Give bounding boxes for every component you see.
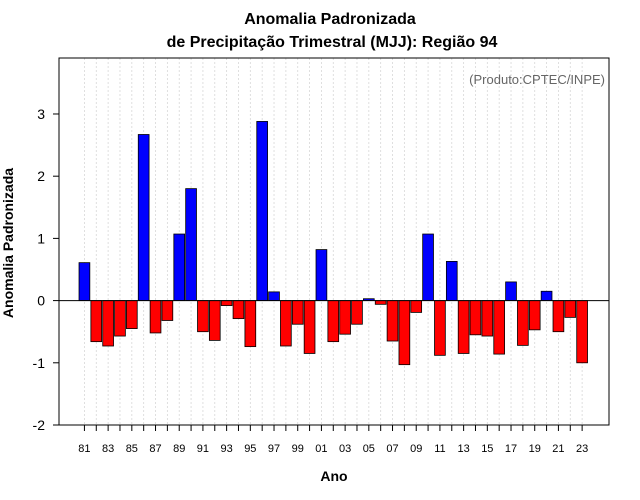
bars bbox=[78, 121, 588, 366]
bar-1993 bbox=[220, 300, 233, 306]
x-tick-label: 13 bbox=[458, 443, 470, 455]
x-tick-label: 01 bbox=[315, 443, 327, 455]
y-tick-label: 3 bbox=[37, 106, 45, 122]
y-tick-label: 1 bbox=[37, 230, 45, 246]
x-tick-label: 89 bbox=[173, 443, 185, 455]
bar-2002 bbox=[327, 300, 340, 343]
bar-2014 bbox=[469, 300, 482, 336]
x-tick-label: 85 bbox=[126, 443, 138, 455]
x-tick-label: 09 bbox=[410, 443, 422, 455]
x-tick-label: 11 bbox=[434, 443, 445, 455]
x-tick-label: 17 bbox=[505, 443, 517, 455]
bar-1984 bbox=[114, 300, 126, 337]
bar-1997 bbox=[268, 291, 280, 301]
bar-2004 bbox=[351, 300, 363, 325]
x-tick-label: 99 bbox=[292, 443, 304, 455]
bar-2008 bbox=[398, 300, 411, 366]
bar-1988 bbox=[161, 300, 174, 321]
y-tick-label: 0 bbox=[37, 293, 45, 309]
bar-2015 bbox=[481, 300, 494, 337]
bar-2000 bbox=[303, 300, 316, 354]
y-axis-label: Anomalia Padronizada bbox=[0, 168, 16, 318]
bar-2011 bbox=[434, 300, 446, 356]
bar-1991 bbox=[197, 300, 209, 333]
y-tick-label: -1 bbox=[33, 355, 46, 371]
x-tick-label: 95 bbox=[244, 443, 256, 455]
y-axis: -2 -1 0 1 2 3 bbox=[33, 106, 59, 433]
bar-1982 bbox=[90, 300, 103, 343]
bar-1999 bbox=[291, 300, 304, 325]
bar-2018 bbox=[517, 300, 529, 346]
bar-2017 bbox=[505, 281, 517, 301]
bar-1983 bbox=[102, 300, 114, 347]
bar-1998 bbox=[280, 300, 292, 347]
x-tick-label: 21 bbox=[552, 443, 564, 455]
bar-2006 bbox=[374, 300, 387, 305]
x-tick-label: 83 bbox=[102, 443, 114, 455]
bar-2009 bbox=[410, 300, 423, 313]
bar-1995 bbox=[244, 300, 257, 348]
credit-text: (Produto:CPTEC/INPE) bbox=[469, 72, 605, 87]
bar-2023 bbox=[576, 300, 588, 364]
bar-1996 bbox=[256, 121, 268, 301]
bar-1987 bbox=[149, 300, 162, 334]
bar-1994 bbox=[232, 300, 245, 320]
bar-2007 bbox=[386, 300, 399, 342]
x-tick-label: 15 bbox=[481, 443, 493, 455]
bar-2003 bbox=[339, 300, 351, 335]
bar-2019 bbox=[528, 300, 541, 331]
x-tick-label: 93 bbox=[221, 443, 233, 455]
bar-2010 bbox=[422, 233, 434, 301]
y-tick-label: 2 bbox=[37, 168, 45, 184]
plot-frame bbox=[58, 57, 610, 426]
x-tick-label: 97 bbox=[268, 443, 280, 455]
x-tick-label: 19 bbox=[529, 443, 541, 455]
bar-2013 bbox=[457, 300, 470, 354]
x-tick-label: 05 bbox=[363, 443, 375, 455]
bar-2001 bbox=[315, 249, 328, 301]
chart-title-line2: de Precipitação Trimestral (MJJ): Região… bbox=[167, 34, 498, 51]
bar-1981 bbox=[78, 262, 91, 301]
bar-1986 bbox=[137, 134, 150, 301]
bar-1989 bbox=[173, 233, 186, 301]
x-tick-label: 03 bbox=[339, 443, 351, 455]
y-tick-label: -2 bbox=[33, 417, 46, 433]
bar-1992 bbox=[208, 300, 221, 341]
bar-2016 bbox=[493, 300, 505, 355]
x-tick-label: 81 bbox=[78, 443, 90, 455]
x-tick-label: 91 bbox=[197, 443, 209, 455]
bar-2020 bbox=[540, 290, 553, 301]
bar-2012 bbox=[445, 261, 458, 301]
bar-1990 bbox=[185, 188, 197, 301]
gridlines bbox=[84, 58, 583, 425]
x-tick-label: 07 bbox=[386, 443, 398, 455]
x-tick-label: 23 bbox=[576, 443, 588, 455]
x-axis-label: Ano bbox=[320, 468, 347, 484]
bar-2022 bbox=[564, 300, 577, 318]
x-tick-label: 87 bbox=[149, 443, 161, 455]
bar-2021 bbox=[552, 300, 565, 333]
x-axis: 81 83 85 87 89 91 93 95 97 99 01 03 05 07 09 11 13 15 17 19… bbox=[78, 425, 588, 455]
bar-1985 bbox=[126, 300, 138, 329]
chart-title-line1: Anomalia Padronizada bbox=[244, 11, 416, 28]
